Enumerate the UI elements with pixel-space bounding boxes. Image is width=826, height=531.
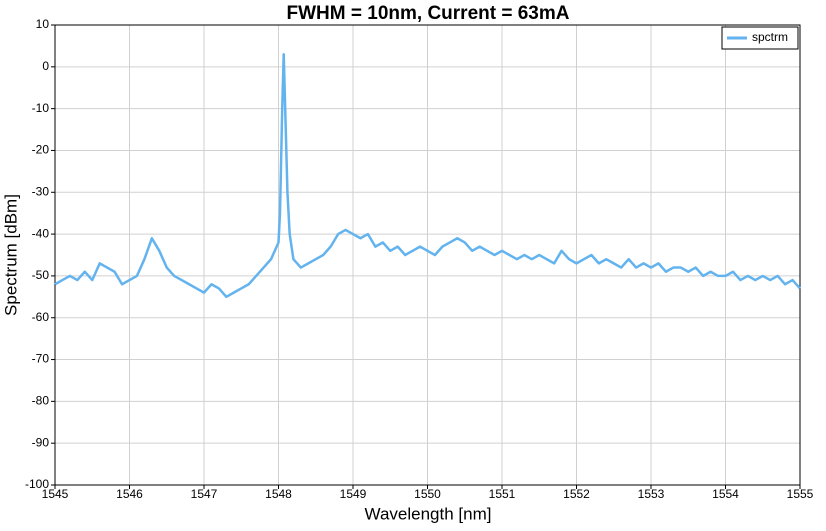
x-tick-label: 1551 — [489, 487, 516, 501]
x-tick-label: 1549 — [340, 487, 367, 501]
y-tick-label: -10 — [32, 101, 50, 115]
x-tick-label: 1545 — [42, 487, 69, 501]
y-tick-label: -70 — [32, 352, 50, 366]
x-tick-label: 1553 — [638, 487, 665, 501]
data-line — [54, 53, 801, 299]
x-tick-label: 1555 — [787, 487, 814, 501]
y-axis-label: Spectrum [dBm] — [1, 194, 20, 316]
y-tick-label: 10 — [36, 17, 50, 31]
x-tick-label: 1547 — [191, 487, 218, 501]
legend-box — [721, 26, 799, 50]
x-tick-label: 1550 — [414, 487, 441, 501]
legend-label: spctrm — [752, 30, 788, 44]
y-tick-label: -20 — [32, 143, 50, 157]
x-tick-label: 1554 — [712, 487, 739, 501]
y-tick-label: -100 — [25, 477, 49, 491]
x-axis-label: Wavelength [nm] — [365, 504, 492, 523]
x-tick-label: 1548 — [265, 487, 292, 501]
plot-frame — [54, 24, 801, 486]
y-tick-label: -50 — [32, 268, 50, 282]
y-tick-label: -60 — [32, 310, 50, 324]
x-tick-label: 1552 — [563, 487, 590, 501]
x-tick-label: 1546 — [116, 487, 143, 501]
y-tick-label: -30 — [32, 184, 50, 198]
y-tick-label: 0 — [42, 59, 49, 73]
y-tick-label: -80 — [32, 394, 50, 408]
chart-title: FWHM = 10nm, Current = 63mA — [287, 3, 570, 24]
y-tick-label: -90 — [32, 435, 50, 449]
y-tick-label: -40 — [32, 226, 50, 240]
